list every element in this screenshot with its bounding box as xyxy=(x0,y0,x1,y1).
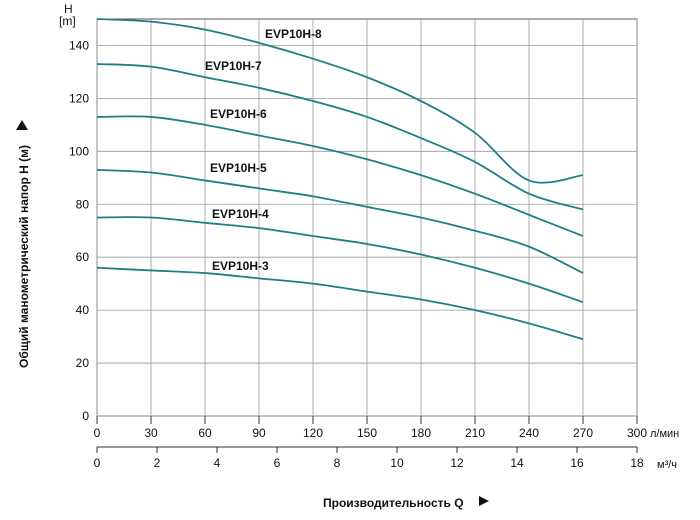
x-axis-primary-unit: л/мин xyxy=(650,428,679,440)
series-label-evp10h-6: EVP10H-6 xyxy=(210,107,267,121)
series-group xyxy=(96,18,584,341)
x-primary-tick-label: 180 xyxy=(411,426,431,440)
x-secondary-tick-label: 4 xyxy=(214,456,221,470)
y-axis-top-label: H xyxy=(64,2,73,16)
x-secondary-tick-label: 12 xyxy=(450,456,464,470)
x-primary-tick-label: 30 xyxy=(144,426,158,440)
grid xyxy=(96,18,638,417)
x-primary-tick-label: 120 xyxy=(303,426,323,440)
x-secondary-tick-label: 10 xyxy=(390,456,404,470)
y-tick-label: 140 xyxy=(69,38,89,52)
labels-group: EVP10H-8 EVP10H-7 EVP10H-6 EVP10H-5 EVP10H-4… xyxy=(205,27,322,273)
y-tick-label: 120 xyxy=(69,91,89,105)
x-primary-tick-label: 60 xyxy=(198,426,212,440)
series-label-evp10h-7: EVP10H-7 xyxy=(205,59,262,73)
x-secondary-tick-label: 14 xyxy=(510,456,524,470)
x-axis-arrow-icon xyxy=(479,496,489,506)
x-primary-tick-label: 150 xyxy=(357,426,377,440)
y-axis-title: Общий манометрический напор H (м) xyxy=(17,145,31,368)
x-secondary-tick-label: 6 xyxy=(274,456,281,470)
series-label-evp10h-3: EVP10H-3 xyxy=(212,259,269,273)
x-secondary-tick-label: 16 xyxy=(570,456,584,470)
series-line-evp10h-6 xyxy=(96,115,584,237)
y-tick-label: 60 xyxy=(76,250,90,264)
x-primary-tick-label: 270 xyxy=(573,426,593,440)
x-primary-tick-label: 210 xyxy=(465,426,485,440)
y-tick-label: 20 xyxy=(76,356,90,370)
y-tick-label: 0 xyxy=(82,409,89,423)
y-tick-label: 80 xyxy=(76,197,90,211)
series-line-evp10h-5 xyxy=(96,168,584,274)
series-line-evp10h-4 xyxy=(96,216,584,304)
series-line-evp10h-3 xyxy=(96,266,584,341)
y-axis-top-unit: [m] xyxy=(59,14,76,28)
x-primary-tick-label: 90 xyxy=(252,426,266,440)
y-axis-arrow-icon xyxy=(16,120,28,130)
x-secondary-tick-label: 8 xyxy=(334,456,341,470)
x-primary-tick-label: 0 xyxy=(94,426,101,440)
x-secondary-tick-label: 18 xyxy=(630,456,644,470)
series-label-evp10h-8: EVP10H-8 xyxy=(265,27,322,41)
axes: 0 30 60 90 120 150 180 210 240 270 300020406080100… xyxy=(69,38,647,470)
series-label-evp10h-4: EVP10H-4 xyxy=(212,207,269,221)
x-primary-tick-label: 300 xyxy=(627,426,647,440)
x-primary-tick-label: 240 xyxy=(519,426,539,440)
series-line-evp10h-8 xyxy=(96,18,584,184)
series-line-evp10h-7 xyxy=(96,63,584,211)
y-tick-label: 40 xyxy=(76,303,90,317)
y-tick-label: 100 xyxy=(69,144,89,158)
x-axis-title: Производительность Q xyxy=(323,496,464,510)
x-axis-secondary-unit: м³/ч xyxy=(657,459,677,471)
x-secondary-tick-label: 0 xyxy=(94,456,101,470)
x-secondary-tick-label: 2 xyxy=(154,456,161,470)
series-label-evp10h-5: EVP10H-5 xyxy=(210,161,267,175)
